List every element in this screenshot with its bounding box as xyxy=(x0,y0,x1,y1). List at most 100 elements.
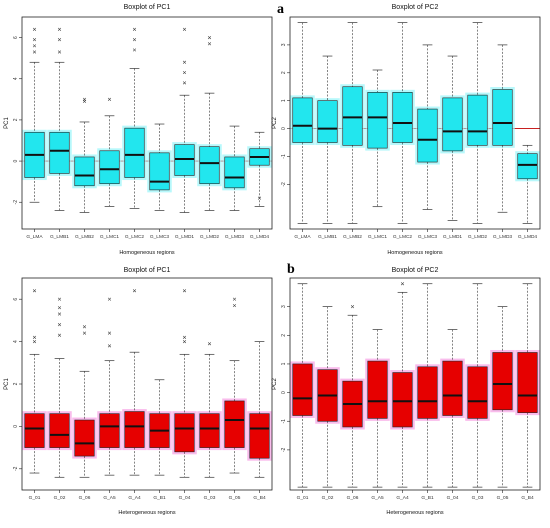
outlier-point xyxy=(57,27,62,31)
panel-label-a: a xyxy=(277,2,284,17)
x-tick-label: G_LMD3 xyxy=(493,234,513,240)
box-body xyxy=(24,413,45,448)
box-G_LMC1 xyxy=(365,69,390,208)
box-G_LMC1 xyxy=(97,97,122,207)
x-tick-label: G_LMD1 xyxy=(175,234,195,240)
box-body xyxy=(174,413,195,453)
x-tick-label: G_06 xyxy=(79,495,91,501)
y-tick-label: 0 xyxy=(281,127,287,130)
outlier-point xyxy=(32,339,37,344)
box-body xyxy=(49,413,70,448)
box-body xyxy=(392,372,413,428)
x-tick-label: G_03 xyxy=(204,495,216,501)
x-tick-label: G_02 xyxy=(322,495,334,501)
chart-panel-4: Boxplot of PC2 Heterogeneous regions PC2 -2… xyxy=(272,267,541,516)
x-tick-label: G_LMB2 xyxy=(75,234,94,240)
box-G_03 xyxy=(465,283,490,488)
outlier-point xyxy=(57,323,62,327)
box-body xyxy=(49,131,70,174)
box-G_LMB1 xyxy=(315,55,340,224)
box-body xyxy=(492,89,513,146)
box-G_03 xyxy=(197,342,222,478)
y-tick-label: 3 xyxy=(281,305,287,308)
outlier-point xyxy=(82,97,87,101)
x-tick-label: G_LMC1 xyxy=(100,234,120,240)
outlier-point xyxy=(57,333,62,337)
outlier-point xyxy=(232,297,237,301)
y-tick-label: 2 xyxy=(13,382,19,385)
y-tick-label: 6 xyxy=(13,36,19,39)
x-axis-label: Heterogeneous regions xyxy=(118,510,175,516)
x-tick-label: G_LMC2 xyxy=(125,234,145,240)
y-tick-label: 4 xyxy=(13,77,19,80)
box-G_LMD3 xyxy=(222,125,247,211)
y-tick-label: 2 xyxy=(13,118,19,121)
outlier-point xyxy=(32,50,37,54)
outlier-point xyxy=(57,312,62,316)
box-G_LMC3 xyxy=(415,44,440,210)
box-G_LMD4 xyxy=(247,131,272,207)
outlier-point xyxy=(107,344,112,348)
outlier-point xyxy=(207,35,212,40)
plot-frame xyxy=(289,277,541,491)
box-G_B4 xyxy=(247,341,272,478)
box-G_01 xyxy=(22,289,47,474)
box-body xyxy=(317,100,338,143)
box-body xyxy=(367,360,388,419)
box-body xyxy=(99,150,120,185)
box-G_LMB2 xyxy=(340,22,365,224)
x-tick-label: G_02 xyxy=(54,495,66,501)
outlier-point xyxy=(232,303,237,308)
x-axis-label: Heterogeneous regions xyxy=(386,510,443,516)
x-tick-label: G_LMB1 xyxy=(50,234,69,240)
box-body xyxy=(467,94,488,146)
outlier-point xyxy=(32,289,37,293)
x-tick-label: G_B1 xyxy=(153,495,166,501)
y-tick-label: -2 xyxy=(281,182,287,187)
chart-title: Boxplot of PC2 xyxy=(392,267,439,274)
y-tick-label: 3 xyxy=(281,43,287,46)
box-body xyxy=(199,146,220,185)
box-body xyxy=(342,86,363,146)
outlier-point xyxy=(182,289,187,293)
outlier-point xyxy=(182,60,187,64)
box-body xyxy=(292,363,313,416)
y-tick-label: 2 xyxy=(281,334,287,337)
x-tick-label: G_03 xyxy=(472,495,484,501)
x-tick-label: G_B4 xyxy=(253,495,266,501)
box-body xyxy=(367,92,388,149)
y-axis-label: PC2 xyxy=(272,117,278,129)
y-tick-label: 0 xyxy=(281,391,287,394)
box-body xyxy=(124,411,145,448)
chart-title: Boxplot of PC2 xyxy=(392,4,439,11)
box-G_LMD1 xyxy=(172,27,197,213)
y-tick-label: -1 xyxy=(281,419,287,424)
box-body xyxy=(417,366,438,419)
x-tick-label: G_LMD2 xyxy=(200,234,220,240)
box-G_A4 xyxy=(390,282,415,488)
y-tick-label: 1 xyxy=(281,99,287,102)
box-G_B1 xyxy=(147,379,172,476)
box-G_LMB1 xyxy=(47,27,72,211)
box-body xyxy=(74,419,95,457)
outlier-point xyxy=(257,196,262,200)
x-tick-label: G_01 xyxy=(29,495,41,501)
y-axis-label: PC1 xyxy=(4,117,10,129)
x-tick-label: G_LMA xyxy=(26,234,43,240)
box-G_LMC2 xyxy=(390,22,415,224)
box-G_LMB2 xyxy=(72,97,97,213)
x-tick-label: G_LMC2 xyxy=(393,234,413,240)
box-G_A4 xyxy=(122,289,147,476)
x-tick-label: G_LMC3 xyxy=(150,234,170,240)
outlier-point xyxy=(32,44,37,48)
outlier-point xyxy=(132,48,137,52)
box-body xyxy=(249,413,270,459)
y-tick-label: -2 xyxy=(281,447,287,452)
box-G_LMC2 xyxy=(122,27,147,209)
box-body xyxy=(442,97,463,152)
x-tick-label: G_B4 xyxy=(521,495,534,501)
x-tick-label: G_LMB1 xyxy=(318,234,337,240)
outlier-point xyxy=(57,306,62,310)
outlier-point xyxy=(182,339,187,344)
outlier-point xyxy=(32,38,37,42)
